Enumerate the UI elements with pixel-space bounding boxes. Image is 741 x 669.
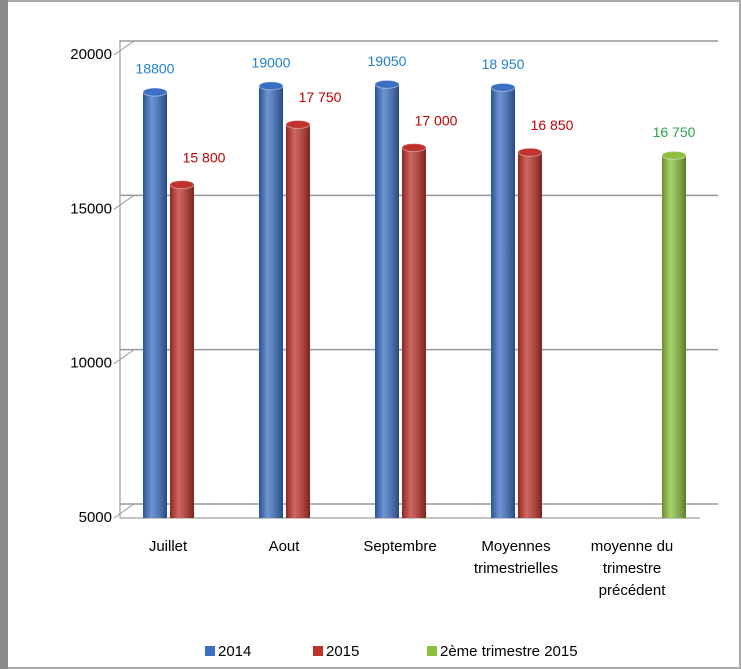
bar-shade [375,84,399,518]
bar-shade [259,85,283,518]
bar-cap [401,143,427,153]
y-tick-label: 10000 [70,355,112,372]
legend-label: 2015 [326,643,359,660]
legend-swatch [427,646,437,656]
value-label: 19000 [252,55,291,71]
value-label: 17 750 [299,89,342,105]
bar-cap [285,119,311,129]
legend-label: 2014 [218,643,251,660]
x-tick-label: Moyennes trimestrielles [474,538,558,577]
value-label: 16 850 [531,117,574,133]
x-tick-label: Aout [269,538,301,555]
bar-shade [170,184,194,518]
bar-shade [143,92,167,518]
value-label: 16 750 [653,124,696,140]
value-label: 18800 [136,61,175,77]
y-tick-label: 15000 [70,200,112,217]
tick-mark [113,40,135,56]
legend-swatch [205,646,215,656]
bar-cap [490,82,516,92]
left-edge [0,0,8,669]
value-label: 17 000 [415,112,458,128]
y-tick-label: 5000 [79,509,112,526]
value-label: 19050 [368,53,407,69]
bar-shade [662,155,686,519]
x-tick-label: Juillet [149,538,188,555]
x-tick-label: Septembre [363,538,436,555]
bar-cap [374,79,400,89]
bar-cap [517,147,543,157]
bar-shade [286,124,310,518]
value-label: 18 950 [482,56,525,72]
tick-mark [113,503,135,519]
bar-cap [661,150,687,160]
bar-shade [402,147,426,518]
legend-label: 2ème trimestre 2015 [440,643,578,660]
bar-cap [169,180,195,190]
tick-mark [113,194,135,210]
x-tick-label: moyenne du trimestre précédent [591,538,674,599]
tick-mark [113,349,135,365]
bar-shade [518,152,542,519]
legend-swatch [313,646,323,656]
bar-cap [258,81,284,91]
bar-cap [142,87,168,97]
bar-shade [491,87,515,518]
y-tick-label: 20000 [70,46,112,63]
value-label: 15 800 [183,149,226,165]
